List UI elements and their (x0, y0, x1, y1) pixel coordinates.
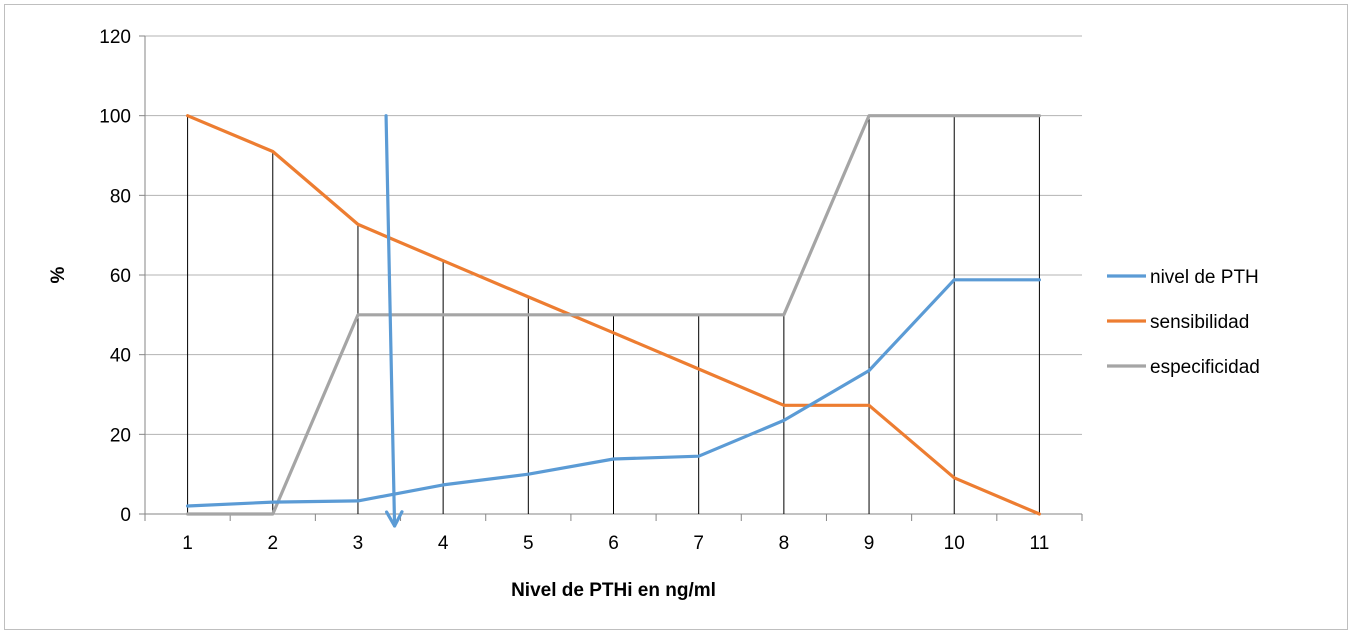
x-tick-label: 8 (779, 533, 790, 554)
x-tick-label: 4 (438, 533, 449, 554)
y-tick-label: 120 (99, 27, 131, 48)
y-tick-labels: 0 20 40 60 80 100 120 (99, 27, 131, 526)
x-tick-label: 5 (523, 533, 534, 554)
x-tick-label: 11 (1030, 533, 1050, 554)
x-tick-labels: 1 2 3 4 5 6 7 8 9 10 11 (182, 533, 1049, 554)
annotation-arrow-head (385, 510, 404, 528)
x-tick-label: 9 (864, 533, 875, 554)
x-tick-label: 2 (267, 533, 278, 554)
x-tick-label: 1 (182, 533, 193, 554)
grid-layer (139, 35, 1083, 521)
x-tick-label: 3 (353, 533, 364, 554)
y-tick-label: 100 (99, 107, 131, 128)
y-tick-label: 0 (120, 505, 131, 526)
y-axis-title: % (48, 266, 69, 283)
y-tick-label: 60 (110, 266, 131, 287)
annotation-arrow-shaft (384, 114, 397, 528)
x-tick-label: 6 (608, 533, 619, 554)
legend-label: especificidad (1150, 357, 1260, 378)
series-line-sensibilidad (186, 114, 1042, 516)
y-tick-label: 40 (110, 346, 131, 367)
x-tick-label: 7 (693, 533, 704, 554)
y-tick-label: 20 (110, 425, 131, 446)
legend-label: nivel de PTH (1150, 267, 1259, 288)
y-tick-label: 80 (110, 186, 131, 207)
x-axis-title: Nivel de PTHi en ng/ml (511, 580, 716, 601)
chart-frame (4, 4, 1348, 630)
series-line-especificidad (186, 114, 1042, 516)
series-line-nivel-de-PTH (186, 278, 1042, 508)
annotation-layer (384, 114, 404, 528)
x-tick-label: 10 (944, 533, 965, 554)
legend: nivel de PTH sensibilidad especificidad (1107, 267, 1260, 378)
drop-lines (187, 115, 1040, 514)
legend-label: sensibilidad (1150, 312, 1249, 333)
series-layer (186, 114, 1042, 516)
